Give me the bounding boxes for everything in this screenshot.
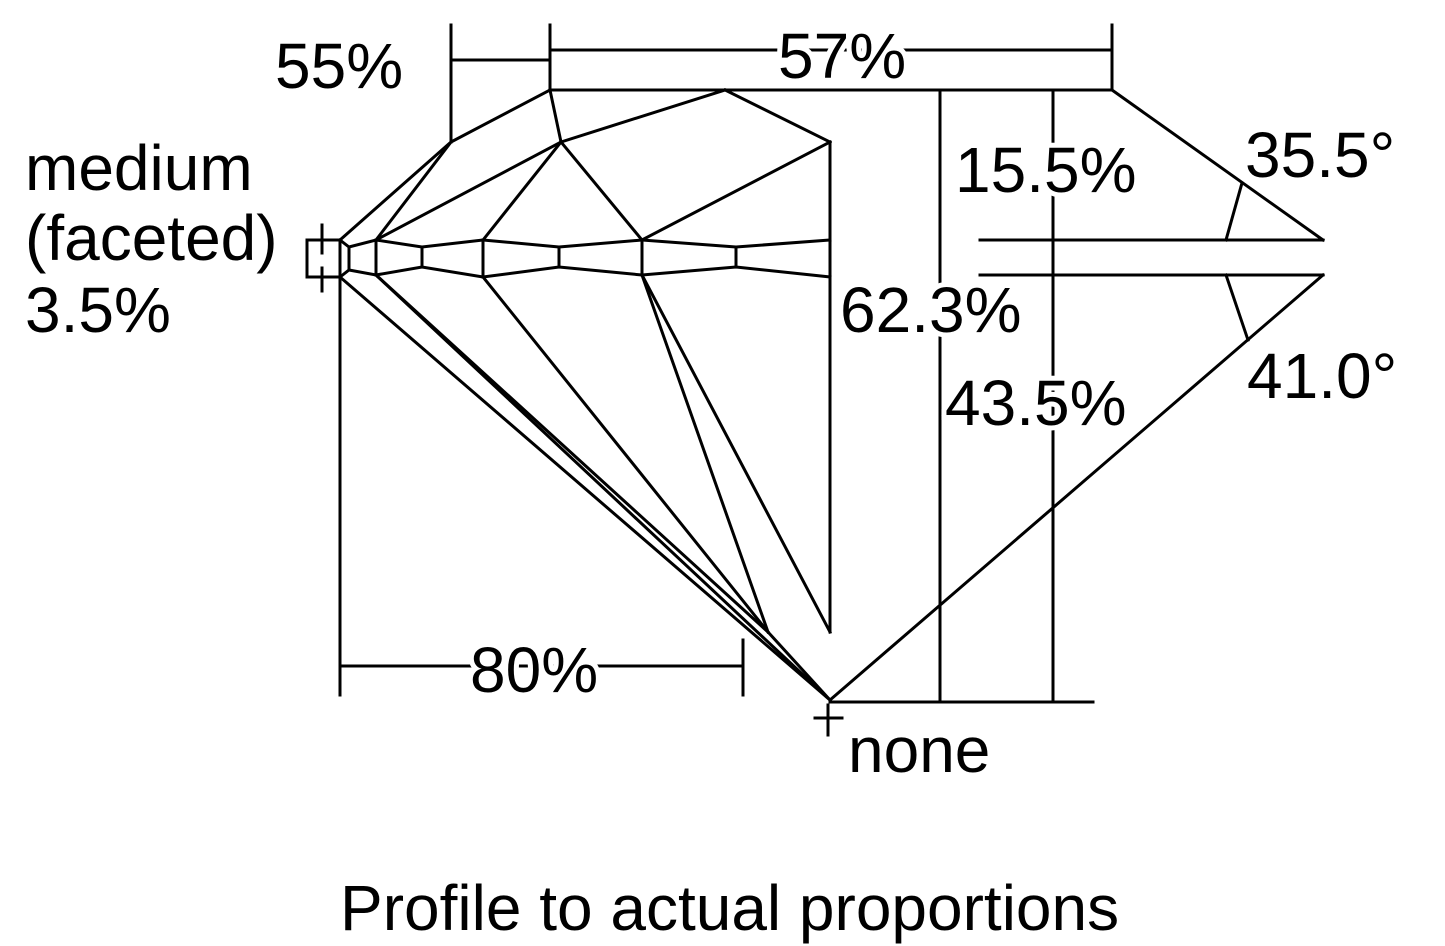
pavilion-angle-label: 41.0° [1247,340,1397,412]
culet-label: none [848,714,990,786]
pavilion-depth-label: 43.5% [945,367,1126,439]
lower-half-length-label: 80% [470,634,598,706]
total-depth-label: 62.3% [840,274,1021,346]
diagram-caption: Profile to actual proportions [340,872,1119,944]
crown-angle-label: 35.5° [1245,119,1395,191]
diamond-profile-outline [305,23,1326,737]
girdle-finish-label: (faceted) [25,202,278,274]
girdle-thickness-label: medium [25,132,253,204]
girdle-percent-label: 3.5% [25,274,171,346]
star-length-label: 55% [275,30,403,102]
table-percent-label: 57% [778,20,906,92]
crown-height-label: 15.5% [955,134,1136,206]
